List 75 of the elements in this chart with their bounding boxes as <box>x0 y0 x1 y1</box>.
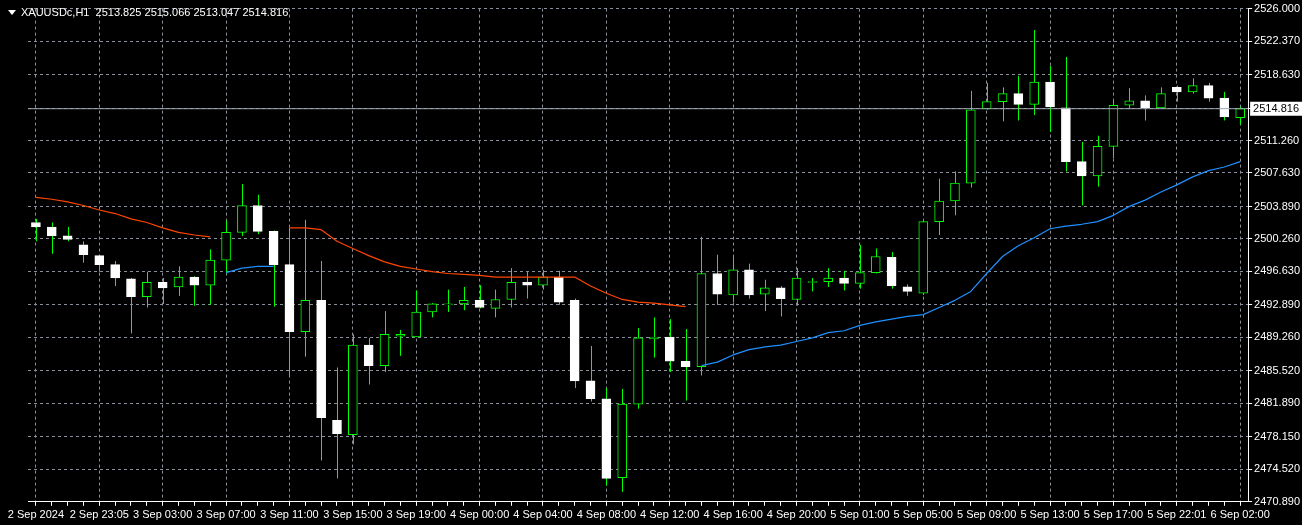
x-tick-label: 5 Sep 01:00 <box>830 508 890 521</box>
chart-title: XAUUSDc,H1 2513.825 2515.066 2513.047 2514.816 <box>21 6 289 18</box>
candlestick <box>411 290 422 338</box>
candlestick <box>554 270 564 306</box>
candlestick <box>1124 87 1135 110</box>
candlestick <box>839 270 849 292</box>
y-tick-label: 2503.890 <box>1254 199 1301 212</box>
x-tick-label: 6 Sep 02:00 <box>1210 508 1270 521</box>
candlestick <box>823 267 834 288</box>
candlestick <box>934 178 944 236</box>
candlestick <box>332 366 342 479</box>
candlestick <box>458 286 469 311</box>
candlestick <box>205 248 216 306</box>
y-tick-label: 2500.260 <box>1254 231 1301 244</box>
candlestick <box>1045 65 1055 133</box>
y-tick-label: 2489.260 <box>1254 330 1301 343</box>
x-tick-label: 5 Sep 22:01 <box>1147 508 1207 521</box>
x-tick-label: 3 Sep 07:00 <box>196 508 256 521</box>
candlestick <box>1013 75 1024 121</box>
candlestick <box>157 277 168 305</box>
candlestick <box>443 289 453 313</box>
x-tick-label: 3 Sep 03:00 <box>133 508 193 521</box>
y-tick-label: 2492.890 <box>1254 297 1301 310</box>
x-tick-label: 5 Sep 13:00 <box>1020 508 1080 521</box>
candlestick <box>31 218 41 242</box>
y-tick-label: 2478.150 <box>1254 429 1301 442</box>
candlestick <box>1029 29 1040 116</box>
candlestick <box>538 269 548 291</box>
x-tick-label: 3 Sep 15:00 <box>323 508 383 521</box>
candlestick <box>712 254 723 306</box>
ref-line-label: 2514.816 <box>1253 101 1300 114</box>
candlestick <box>870 247 881 274</box>
candlestick <box>506 267 517 309</box>
candlestick <box>950 170 960 216</box>
candlestick <box>1203 82 1214 103</box>
y-tick-label: 2511.260 <box>1254 133 1300 146</box>
candlestick <box>490 289 501 318</box>
candlestick <box>1076 141 1087 206</box>
x-tick-label: 2 Sep 23:05 <box>69 508 129 521</box>
x-tick-label: 4 Sep 08:00 <box>576 508 637 521</box>
x-tick-label: 5 Sep 09:00 <box>956 508 1017 521</box>
y-tick-label: 2526.000 <box>1254 1 1301 14</box>
candlestick <box>775 285 786 317</box>
x-tick-label: 3 Sep 19:00 <box>386 508 446 521</box>
candlestick <box>664 318 675 373</box>
candlestick <box>395 329 406 357</box>
x-tick-label: 4 Sep 00:00 <box>449 508 510 521</box>
candlestick <box>728 255 738 303</box>
x-tick-label: 4 Sep 20:00 <box>766 508 827 521</box>
candlestick <box>680 328 691 402</box>
candlestick <box>744 263 754 300</box>
candlestick <box>46 221 57 255</box>
y-tick-label: 2496.630 <box>1254 264 1301 277</box>
candlestick <box>855 244 865 290</box>
y-tick-label: 2481.890 <box>1254 396 1301 409</box>
y-tick-label: 2507.630 <box>1254 166 1301 179</box>
candlestick <box>997 86 1008 122</box>
x-tick-label: 2 Sep 2024 <box>7 508 65 521</box>
candlestick <box>1140 94 1150 121</box>
y-tick-label: 2470.890 <box>1254 494 1301 507</box>
candlestick <box>760 279 770 312</box>
candlestick <box>981 82 992 111</box>
x-tick-label: 4 Sep 16:00 <box>703 508 763 521</box>
x-tick-label: 4 Sep 04:00 <box>513 508 573 521</box>
candlestick <box>363 337 374 385</box>
candlestick <box>791 267 802 307</box>
x-tick-label: 4 Sep 12:00 <box>640 508 700 521</box>
y-tick-label: 2474.520 <box>1254 462 1301 475</box>
x-tick-label: 5 Sep 17:00 <box>1083 508 1144 521</box>
candlestick <box>126 277 136 334</box>
y-tick-label: 2522.370 <box>1254 34 1301 47</box>
y-tick-label: 2518.630 <box>1254 67 1301 80</box>
x-tick-label: 3 Sep 11:00 <box>260 508 319 521</box>
x-tick-label: 5 Sep 05:00 <box>893 508 953 521</box>
y-tick-label: 2485.520 <box>1254 363 1301 376</box>
